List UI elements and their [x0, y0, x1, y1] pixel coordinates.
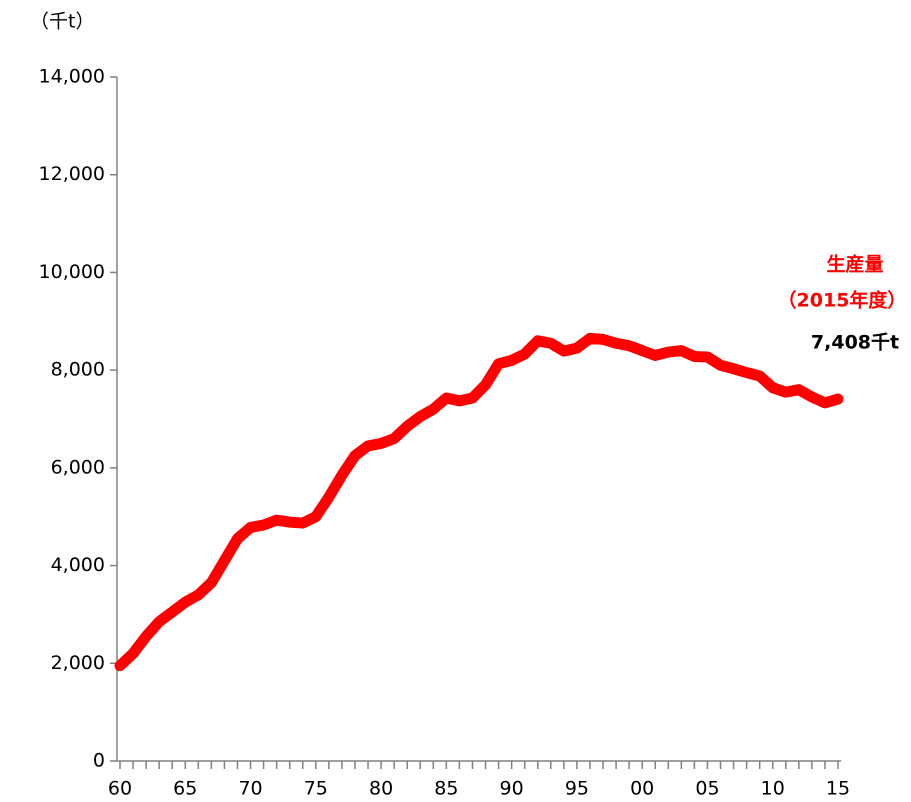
x-tick-label: 75 [304, 778, 328, 800]
x-tick-label: 60 [108, 778, 132, 800]
x-tick-label: 95 [565, 778, 589, 800]
y-tick-label: 4,000 [51, 554, 105, 576]
x-tick-label: 15 [826, 778, 850, 800]
unit-label: （千t） [30, 11, 94, 33]
x-tick-label: 00 [630, 778, 654, 800]
annotation: 生産量 [826, 253, 883, 276]
x-tick-label: 05 [695, 778, 719, 800]
x-tick-label: 65 [173, 778, 197, 800]
y-tick-label: 0 [93, 750, 105, 772]
y-tick-label: 2,000 [51, 652, 105, 674]
y-tick-label: 6,000 [51, 456, 105, 478]
annotation: （2015年度） [778, 289, 907, 312]
annotation: 7,408千t [811, 332, 899, 354]
x-tick-label: 10 [761, 778, 785, 800]
y-tick-label: 12,000 [39, 163, 105, 185]
x-tick-label: 90 [500, 778, 524, 800]
x-tick-label: 85 [434, 778, 458, 800]
y-tick-label: 8,000 [51, 359, 105, 381]
y-tick-label: 10,000 [39, 261, 105, 283]
x-tick-label: 80 [369, 778, 393, 800]
x-tick-label: 70 [238, 778, 262, 800]
y-tick-label: 14,000 [39, 66, 105, 88]
line-series [114, 332, 844, 672]
